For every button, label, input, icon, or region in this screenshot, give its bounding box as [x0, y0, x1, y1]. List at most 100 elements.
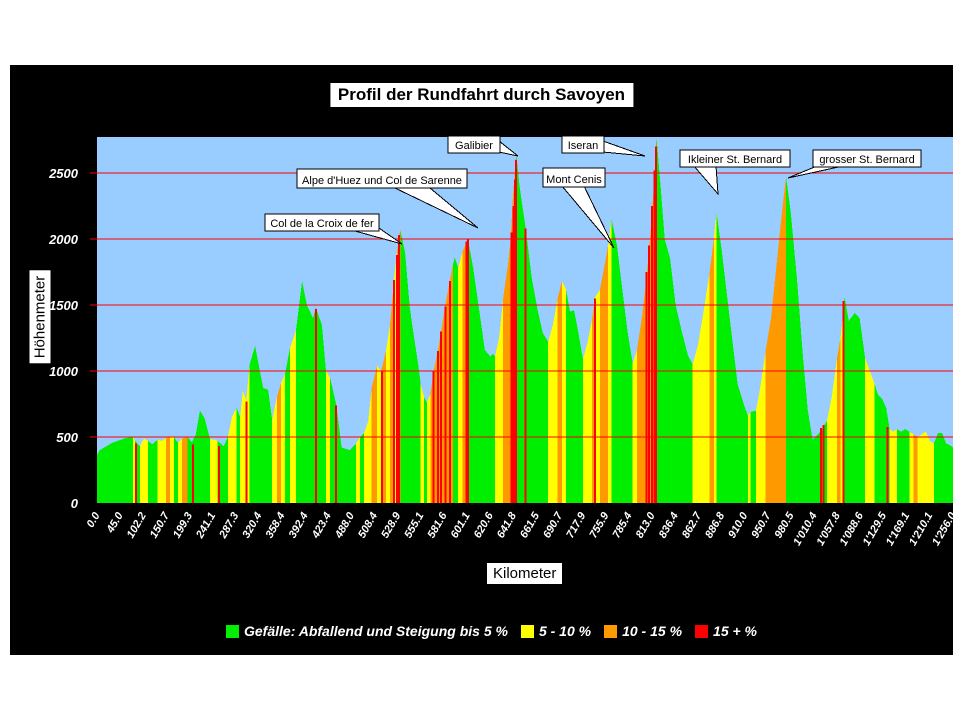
profile-segment [771, 265, 777, 503]
gradient-spike [645, 272, 648, 503]
profile-segment [302, 281, 307, 503]
profile-segment [737, 384, 744, 503]
profile-segment [557, 281, 562, 503]
annotation-label: Col de la Croix de fer [270, 218, 374, 230]
legend-item: Gefälle: Abfallend und Steigung bis 5 % [226, 623, 508, 639]
profile-segment [263, 388, 269, 503]
profile-segment [617, 245, 622, 503]
profile-segment [199, 410, 205, 503]
profile-segment [495, 338, 500, 503]
x-tick-label: 150.7 [148, 510, 173, 541]
profile-segment [377, 365, 382, 503]
profile-segment [882, 398, 887, 503]
profile-segment [255, 345, 260, 503]
profile-segment [909, 431, 914, 503]
gradient-spike [192, 444, 195, 503]
profile-segment [227, 417, 232, 503]
legend-item: 5 - 10 % [520, 623, 592, 639]
x-tick-label: 358.4 [264, 511, 288, 541]
profile-segment [249, 345, 256, 503]
annotation-label: Ikleiner St. Bernard [688, 154, 782, 166]
annotation-label: Mont Cenis [546, 174, 602, 186]
profile-segment [826, 397, 832, 503]
profile-segment [703, 272, 710, 503]
annotation-box [447, 135, 501, 154]
x-tick-label: 581.6 [425, 510, 450, 541]
profile-segment [687, 355, 693, 503]
profile-segment [859, 318, 866, 503]
profile-segment [897, 429, 902, 503]
profile-segment [656, 137, 661, 504]
profile-segment [315, 307, 322, 503]
profile-segment [144, 438, 149, 503]
profile-segment [569, 310, 575, 503]
profile-segment [929, 440, 934, 503]
profile-segment [905, 429, 910, 503]
profile-segment [484, 349, 491, 503]
profile-segment [548, 324, 553, 503]
profile-segment [124, 437, 134, 503]
profile-segment [418, 363, 421, 503]
profile-segment [519, 186, 526, 503]
profile-segment [458, 252, 463, 503]
profile-segment [747, 411, 751, 503]
profile-segment [139, 438, 145, 503]
profile-segment [627, 334, 633, 503]
profile-segment [178, 438, 183, 503]
profile-segment [837, 338, 841, 503]
gradient-spike [819, 427, 822, 503]
x-tick-label: 45.0 [104, 510, 126, 536]
profile-segment [692, 344, 699, 503]
elevation-profile-plot: 0 500 1000 1500 2000 2500 0.0 45.0102.2150.7199… [48, 135, 953, 548]
profile-segment [111, 438, 125, 503]
chart-title: Profil der Rundfahrt durch Savoyen [329, 83, 634, 107]
profile-segment [268, 389, 273, 503]
profile-segment [385, 324, 391, 503]
profile-segment [214, 439, 218, 503]
profile-segment [949, 444, 953, 503]
x-tick-label: 528.9 [379, 510, 404, 541]
legend-swatch [520, 624, 534, 638]
gradient-spike [134, 443, 137, 503]
profile-segment [732, 344, 738, 503]
legend-label: 5 - 10 % [538, 623, 592, 639]
profile-segment [901, 429, 906, 503]
profile-segment [831, 357, 838, 503]
y-tick-label: 500 [56, 430, 78, 445]
profile-segment [306, 305, 314, 503]
profile-segment [552, 298, 558, 503]
profile-segment [621, 285, 628, 503]
profile-segment [946, 443, 950, 503]
gradient-spike [436, 351, 439, 503]
profile-segment [161, 438, 166, 503]
gradient-spike [510, 232, 513, 503]
x-tick-label: 785.4 [611, 511, 635, 541]
profile-segment [174, 437, 179, 503]
profile-segment [490, 353, 493, 503]
profile-segment [281, 373, 286, 503]
profile-segment [632, 351, 637, 503]
gradient-spike [395, 254, 398, 503]
x-tick-label: 836.4 [657, 511, 681, 541]
x-tick-label: 241.1 [194, 511, 219, 542]
x-tick-label: 102.2 [125, 511, 149, 541]
profile-segment [364, 421, 369, 503]
profile-segment [608, 219, 612, 503]
profile-segment [933, 433, 939, 503]
x-tick-label: 661.5 [518, 510, 543, 541]
profile-segment [925, 431, 930, 503]
gradient-spike [842, 301, 845, 503]
profile-segment [368, 388, 372, 503]
profile-segment [803, 357, 808, 503]
y-tick-label: 2500 [48, 166, 79, 181]
y-tick-label: 1500 [49, 298, 79, 313]
profile-segment [272, 397, 277, 503]
x-tick-label: 641.8 [495, 510, 520, 541]
profile-segment [420, 384, 425, 503]
profile-segment [441, 305, 446, 503]
profile-segment [462, 245, 466, 503]
profile-segment [917, 434, 922, 503]
gradient-spike [650, 206, 653, 503]
gradient-spike [524, 228, 527, 503]
